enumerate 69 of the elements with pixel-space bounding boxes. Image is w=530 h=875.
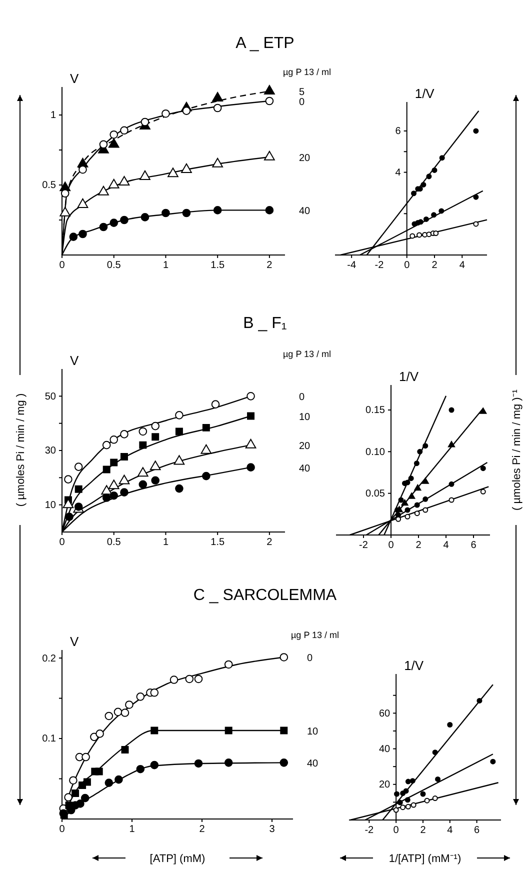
legend-title: µg P 13 / ml: [283, 349, 332, 359]
x-tick-label: 1: [162, 260, 169, 272]
y-axis-title: 1/V: [399, 369, 419, 384]
chart-title: C _ SARCOLEMMA: [193, 587, 337, 604]
y-tick-label: 20: [378, 780, 391, 791]
x-axis-title: [ATP] (mM): [150, 853, 206, 865]
x-tick-label: 1: [162, 537, 169, 548]
y-tick-label: 0.1: [42, 734, 56, 745]
x-tick-label: 1: [129, 824, 136, 836]
x-tick-label: 0: [388, 540, 394, 552]
chart-title: B _ F₁: [243, 315, 287, 332]
y-tick-label: 50: [44, 391, 56, 402]
x-tick-label: 1.5: [210, 260, 225, 272]
series-label: 10: [307, 726, 319, 738]
x-tick-label: -2: [359, 540, 368, 552]
chart-title: A _ ETP: [236, 35, 294, 52]
text: ( µmoles Pi / min / mg )⁻¹: [511, 389, 523, 510]
x-tick-label: 0.5: [106, 537, 122, 548]
x-tick-label: 2: [416, 540, 422, 552]
x-tick-label: 2: [266, 537, 273, 548]
text: 5: [299, 87, 305, 98]
legend-title: µg P 13 / ml: [291, 630, 340, 640]
y-axis-title: V: [70, 353, 79, 368]
x-tick-label: 4: [447, 825, 454, 836]
y-tick-label: 0.05: [366, 488, 386, 500]
text: 0: [299, 392, 305, 404]
y-tick-label: 30: [44, 446, 56, 457]
x-tick-label: 6: [470, 540, 477, 552]
text: 20: [299, 441, 311, 452]
x-tick-label: 2: [432, 260, 438, 272]
series-label: 40: [307, 758, 319, 770]
x-tick-label: 1.5: [210, 537, 225, 548]
x-tick-label: 2: [266, 260, 273, 272]
x-tick-label: -2: [374, 260, 384, 272]
text: 20: [299, 153, 311, 164]
y-tick-label: 0.15: [366, 405, 386, 416]
legend-title: µg P 13 / ml: [283, 67, 332, 77]
x-tick-label: 4: [443, 540, 450, 552]
y-axis-title: 1/V: [404, 658, 424, 673]
x-tick-label: 0: [59, 260, 66, 272]
y-tick-label: 60: [378, 708, 391, 720]
text: 0: [299, 97, 305, 108]
x-tick-label: 6: [474, 825, 480, 836]
text: 40: [299, 206, 311, 218]
x-tick-label: 3: [269, 824, 276, 836]
y-tick-label: 40: [378, 744, 391, 755]
x-tick-label: 0: [59, 824, 66, 836]
y-axis-title: V: [70, 634, 79, 649]
x-tick-label: 2: [199, 824, 206, 836]
y-axis-title: 1/V: [414, 86, 435, 101]
y-tick-label: 1: [50, 110, 56, 122]
x-axis-title: 1/[ATP] (mM⁻¹): [388, 853, 462, 865]
y-tick-label: 10: [44, 500, 56, 512]
series-label: 0: [307, 653, 313, 664]
x-tick-label: -4: [347, 260, 356, 272]
text: 10: [299, 412, 311, 423]
x-tick-label: 0: [393, 825, 400, 836]
y-tick-label: 0.5: [42, 180, 56, 192]
y-tick-label: 0.10: [366, 446, 386, 458]
text: 40: [299, 463, 311, 474]
y-tick-label: 0.2: [42, 653, 56, 664]
x-tick-label: -2: [364, 825, 374, 836]
x-tick-label: 0.5: [106, 260, 122, 272]
x-tick-label: 2: [420, 825, 426, 836]
x-tick-label: 4: [459, 260, 466, 272]
text: ( µmoles Pi / min / mg ): [15, 393, 27, 507]
x-tick-label: 0: [404, 260, 410, 272]
x-tick-label: 0: [59, 537, 66, 548]
y-axis-title: V: [70, 71, 79, 86]
